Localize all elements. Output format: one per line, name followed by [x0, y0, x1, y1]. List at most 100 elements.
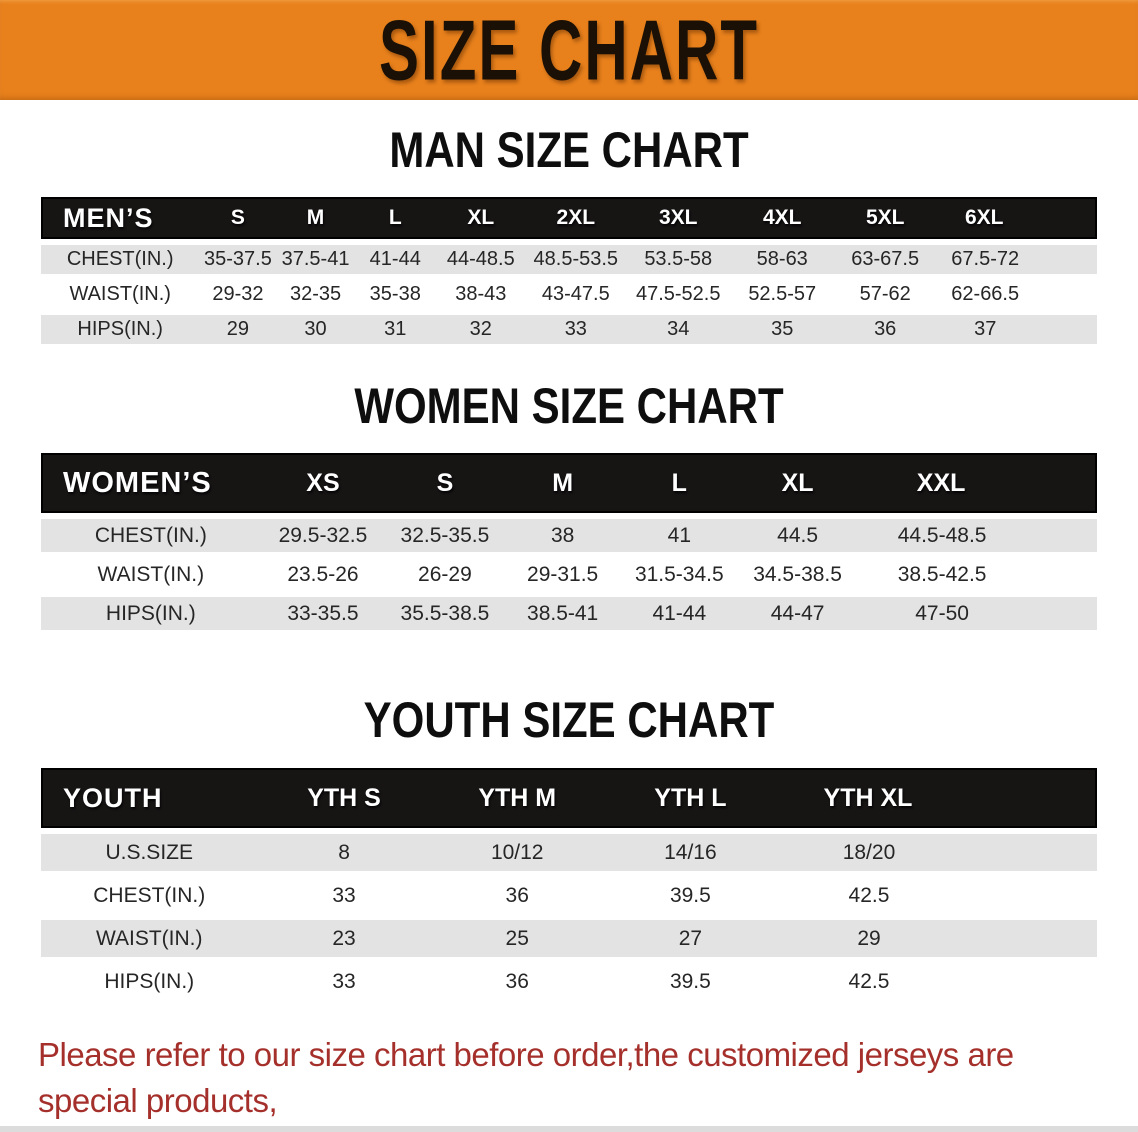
section-men: MAN SIZE CHART MEN’S S M L XL 2XL 3XL 4XL 5XL 6XL…: [0, 121, 1138, 350]
table-title-cell: YOUTH: [41, 768, 258, 828]
size-value-cell: 30: [304, 318, 327, 340]
size-value-cell: 41-44: [652, 601, 707, 625]
size-value-cell: 47-50: [915, 601, 969, 625]
table-row: HIPS(IN.) 33 36 39.5 42.5: [41, 963, 1097, 1000]
column-header: YTH XL: [776, 768, 1097, 828]
size-value-cell: 44.5-48.5: [897, 523, 987, 547]
size-value-cell: 29: [226, 318, 250, 340]
row-label: HIPS(IN.): [105, 601, 196, 625]
size-value-cell: 25: [505, 926, 529, 950]
size-value-cell: 38: [550, 523, 575, 547]
table-row: HIPS(IN.) 33-35.5 35.5-38.5 38.5-41 41-44 44-…: [41, 597, 1097, 630]
size-value-cell: 35-38: [369, 283, 421, 305]
men-section-heading: MAN SIZE CHART: [389, 121, 749, 178]
size-value-cell: 35.5-38.5: [400, 601, 490, 625]
row-label: CHEST(IN.): [93, 883, 206, 907]
column-header: M: [276, 197, 355, 239]
size-value-cell: 37.5-41: [281, 248, 350, 270]
column-header: XS: [260, 453, 386, 513]
row-label: CHEST(IN.): [66, 248, 174, 270]
size-value-cell: 26-29: [418, 562, 472, 586]
size-value-cell: 35: [771, 318, 794, 340]
women-size-table: WOMEN’S XS S M L XL XXL CHEST(IN.) 29.5-32.5 32.5…: [41, 447, 1097, 636]
table-header-row: WOMEN’S XS S M L XL XXL: [41, 453, 1097, 513]
table-title-cell: MEN’S: [41, 197, 200, 239]
footer-disclaimer: Please refer to our size chart before or…: [0, 1032, 1138, 1132]
size-value-cell: 47.5-52.5: [635, 283, 721, 305]
section-youth: YOUTH SIZE CHART YOUTH YTH S YTH M YTH L YTH…: [0, 691, 1138, 1006]
size-value-cell: 23.5-26: [287, 562, 359, 586]
row-label: U.S.SIZE: [105, 840, 193, 864]
size-value-cell: 32: [469, 318, 492, 340]
row-label: HIPS(IN.): [104, 969, 195, 993]
size-value-cell: 27: [678, 926, 703, 950]
column-header: M: [504, 453, 621, 513]
size-value-cell: 41: [667, 523, 691, 547]
size-value-cell: 62-66.5: [951, 283, 1020, 305]
women-heading-wrap: WOMEN SIZE CHART: [0, 377, 1138, 433]
row-label: HIPS(IN.): [77, 318, 163, 340]
size-value-cell: 29.5-32.5: [278, 523, 368, 547]
youth-heading-wrap: YOUTH SIZE CHART: [0, 691, 1138, 747]
column-header: YTH L: [603, 768, 777, 828]
size-value-cell: 58-63: [756, 248, 808, 270]
men-table-wrap: MEN’S S M L XL 2XL 3XL 4XL 5XL 6XL CHEST(IN.) 35-37…: [0, 191, 1138, 350]
size-value-cell: 43-47.5: [541, 283, 610, 305]
row-label: CHEST(IN.): [94, 523, 207, 547]
size-value-cell: 44-47: [770, 601, 825, 625]
row-label: WAIST(IN.): [97, 562, 205, 586]
table-row: CHEST(IN.) 35-37.5 37.5-41 41-44 44-48.5 48.5…: [41, 245, 1097, 274]
size-value-cell: 38.5-41: [527, 601, 599, 625]
column-header: 4XL: [730, 197, 834, 239]
size-value-cell: 67.5-72: [951, 248, 1020, 270]
table-row: U.S.SIZE 8 10/12 14/16 18/20: [41, 834, 1097, 871]
table-header-row: MEN’S S M L XL 2XL 3XL 4XL 5XL 6XL: [41, 197, 1097, 239]
size-value-cell: 41-44: [369, 248, 421, 270]
size-value-cell: 57-62: [859, 283, 911, 305]
size-value-cell: 44.5: [777, 523, 819, 547]
size-value-cell: 38.5-42.5: [897, 562, 987, 586]
size-value-cell: 33: [564, 318, 587, 340]
size-value-cell: 37: [974, 318, 997, 340]
size-value-cell: 32.5-35.5: [400, 523, 490, 547]
size-value-cell: 8: [338, 840, 350, 864]
section-women: WOMEN SIZE CHART WOMEN’S XS S M L XL XXL CHEST(…: [0, 377, 1138, 636]
size-value-cell: 36: [505, 969, 529, 993]
size-value-cell: 18/20: [842, 840, 896, 864]
column-header: 3XL: [625, 197, 731, 239]
table-row: HIPS(IN.) 29 30 31 32 33 34 35 36 37: [41, 315, 1097, 344]
size-value-cell: 33-35.5: [287, 601, 359, 625]
youth-size-table: YOUTH YTH S YTH M YTH L YTH XL U.S.SIZE 8 10/12…: [41, 762, 1097, 1006]
table-row: WAIST(IN.) 23 25 27 29: [41, 920, 1097, 957]
banner: SIZE CHART: [0, 0, 1138, 100]
disclaimer-line-1: Please refer to our size chart before or…: [38, 1036, 1014, 1119]
column-header: L: [620, 453, 738, 513]
column-header: L: [354, 197, 436, 239]
size-value-cell: 42.5: [848, 969, 890, 993]
column-header: S: [199, 197, 277, 239]
size-value-cell: 48.5-53.5: [533, 248, 619, 270]
size-value-cell: 33: [332, 969, 356, 993]
column-header: XL: [737, 453, 858, 513]
size-value-cell: 38-43: [455, 283, 507, 305]
men-heading-wrap: MAN SIZE CHART: [0, 121, 1138, 177]
table-row: CHEST(IN.) 29.5-32.5 32.5-35.5 38 41 44.5 44.5…: [41, 519, 1097, 552]
size-value-cell: 63-67.5: [851, 248, 920, 270]
row-label: WAIST(IN.): [95, 926, 203, 950]
size-value-cell: 29-31.5: [527, 562, 599, 586]
size-value-cell: 39.5: [669, 883, 711, 907]
size-value-cell: 10/12: [490, 840, 544, 864]
table-row: CHEST(IN.) 33 36 39.5 42.5: [41, 877, 1097, 914]
table-title-cell: WOMEN’S: [41, 453, 261, 513]
women-section-heading: WOMEN SIZE CHART: [354, 377, 784, 434]
size-value-cell: 35-37.5: [204, 248, 272, 270]
table-header-row: YOUTH YTH S YTH M YTH L YTH XL: [41, 768, 1097, 828]
size-value-cell: 29: [857, 926, 881, 950]
table-row: WAIST(IN.) 23.5-26 26-29 29-31.5 31.5-34.5 34…: [41, 558, 1097, 591]
size-value-cell: 34.5-38.5: [753, 562, 842, 586]
size-value-cell: 36: [874, 318, 897, 340]
size-value-cell: 36: [505, 883, 529, 907]
banner-title: SIZE CHART: [379, 2, 759, 98]
column-header: YTH S: [257, 768, 431, 828]
men-size-table: MEN’S S M L XL 2XL 3XL 4XL 5XL 6XL CHEST(IN.) 35-37…: [41, 191, 1097, 350]
